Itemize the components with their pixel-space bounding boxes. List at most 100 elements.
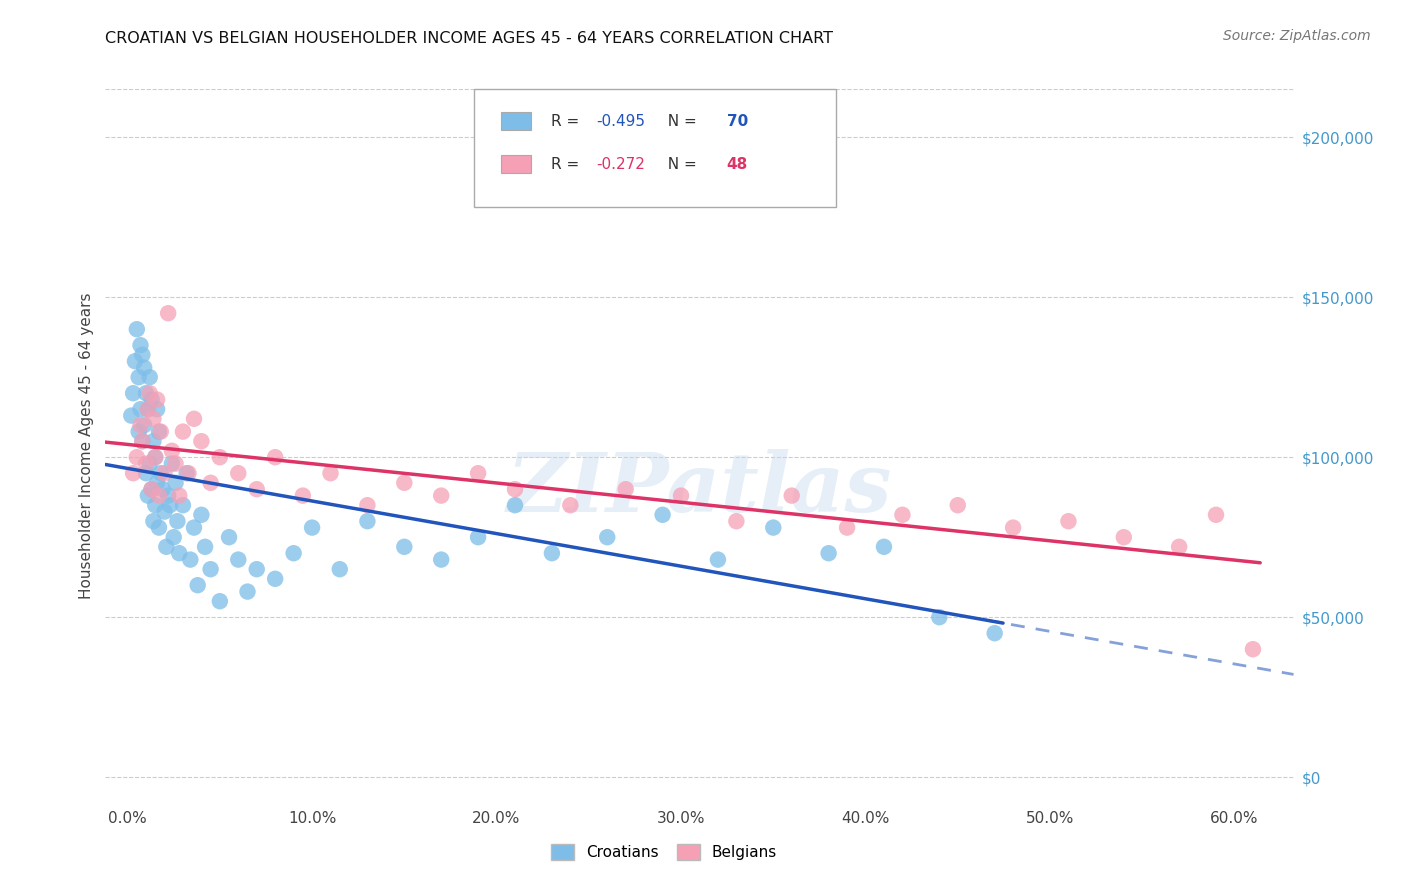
Point	[614, 482, 637, 496]
Point	[153, 466, 176, 480]
Point	[226, 466, 249, 480]
Point	[153, 505, 176, 519]
Point	[319, 466, 342, 480]
Point	[142, 434, 165, 449]
Point	[163, 530, 186, 544]
Point	[128, 370, 150, 384]
Point	[141, 392, 163, 407]
Point	[200, 562, 222, 576]
Point	[134, 418, 156, 433]
Point	[131, 434, 153, 449]
Point	[142, 412, 165, 426]
Point	[283, 546, 305, 560]
Text: R =: R =	[551, 157, 583, 171]
Text: 70: 70	[727, 114, 748, 128]
Point	[143, 450, 166, 465]
Point	[246, 482, 269, 496]
Point	[141, 482, 163, 496]
Point	[149, 425, 172, 439]
Point	[1241, 642, 1264, 657]
Point	[120, 409, 142, 423]
Y-axis label: Householder Income Ages 45 - 64 years: Householder Income Ages 45 - 64 years	[79, 293, 94, 599]
Legend: Croatians, Belgians: Croatians, Belgians	[544, 838, 783, 866]
Point	[135, 386, 157, 401]
Point	[707, 552, 730, 566]
Point	[983, 626, 1005, 640]
Point	[1205, 508, 1227, 522]
Point	[236, 584, 259, 599]
FancyBboxPatch shape	[501, 112, 531, 130]
Point	[264, 450, 287, 465]
Point	[194, 540, 217, 554]
Point	[208, 594, 231, 608]
Point	[1057, 514, 1080, 528]
Point	[218, 530, 240, 544]
Point	[165, 475, 187, 490]
Point	[124, 354, 146, 368]
Point	[146, 402, 169, 417]
Point	[136, 402, 159, 417]
Text: ZIPatlas: ZIPatlas	[506, 449, 893, 529]
Point	[148, 520, 170, 534]
Point	[187, 578, 209, 592]
Point	[208, 450, 231, 465]
Point	[152, 482, 174, 496]
Point	[125, 322, 148, 336]
Point	[165, 457, 187, 471]
FancyBboxPatch shape	[501, 155, 531, 173]
Point	[467, 466, 489, 480]
Point	[136, 402, 159, 417]
Point	[503, 482, 526, 496]
Point	[128, 425, 150, 439]
Point	[146, 392, 169, 407]
Point	[356, 514, 378, 528]
Point	[177, 466, 200, 480]
Point	[430, 552, 453, 566]
Point	[190, 434, 212, 449]
Point	[167, 489, 190, 503]
Point	[159, 498, 181, 512]
Point	[146, 475, 169, 490]
Point	[762, 520, 785, 534]
Point	[122, 386, 145, 401]
Point	[394, 540, 416, 554]
Point	[226, 552, 249, 566]
Point	[264, 572, 287, 586]
Point	[122, 466, 145, 480]
Point	[669, 489, 692, 503]
Point	[131, 348, 153, 362]
Point	[141, 482, 163, 496]
Point	[160, 457, 183, 471]
Point	[190, 508, 212, 522]
Text: R =: R =	[551, 114, 583, 128]
Point	[160, 443, 183, 458]
Point	[148, 489, 170, 503]
Point	[134, 360, 156, 375]
Point	[394, 475, 416, 490]
Text: N =: N =	[658, 114, 702, 128]
Point	[946, 498, 969, 512]
Text: 48: 48	[727, 157, 748, 171]
Point	[172, 425, 194, 439]
Point	[167, 546, 190, 560]
Text: N =: N =	[658, 157, 702, 171]
Point	[179, 552, 201, 566]
Point	[291, 489, 314, 503]
Point	[143, 450, 166, 465]
Point	[131, 434, 153, 449]
Point	[725, 514, 748, 528]
Text: -0.272: -0.272	[596, 157, 645, 171]
Point	[176, 466, 198, 480]
Point	[172, 498, 194, 512]
Point	[780, 489, 803, 503]
Point	[928, 610, 950, 624]
Point	[129, 402, 152, 417]
Point	[1002, 520, 1025, 534]
Point	[138, 386, 160, 401]
Point	[430, 489, 453, 503]
Point	[135, 457, 157, 471]
Point	[301, 520, 323, 534]
Text: -0.495: -0.495	[596, 114, 645, 128]
Point	[467, 530, 489, 544]
Point	[125, 450, 148, 465]
